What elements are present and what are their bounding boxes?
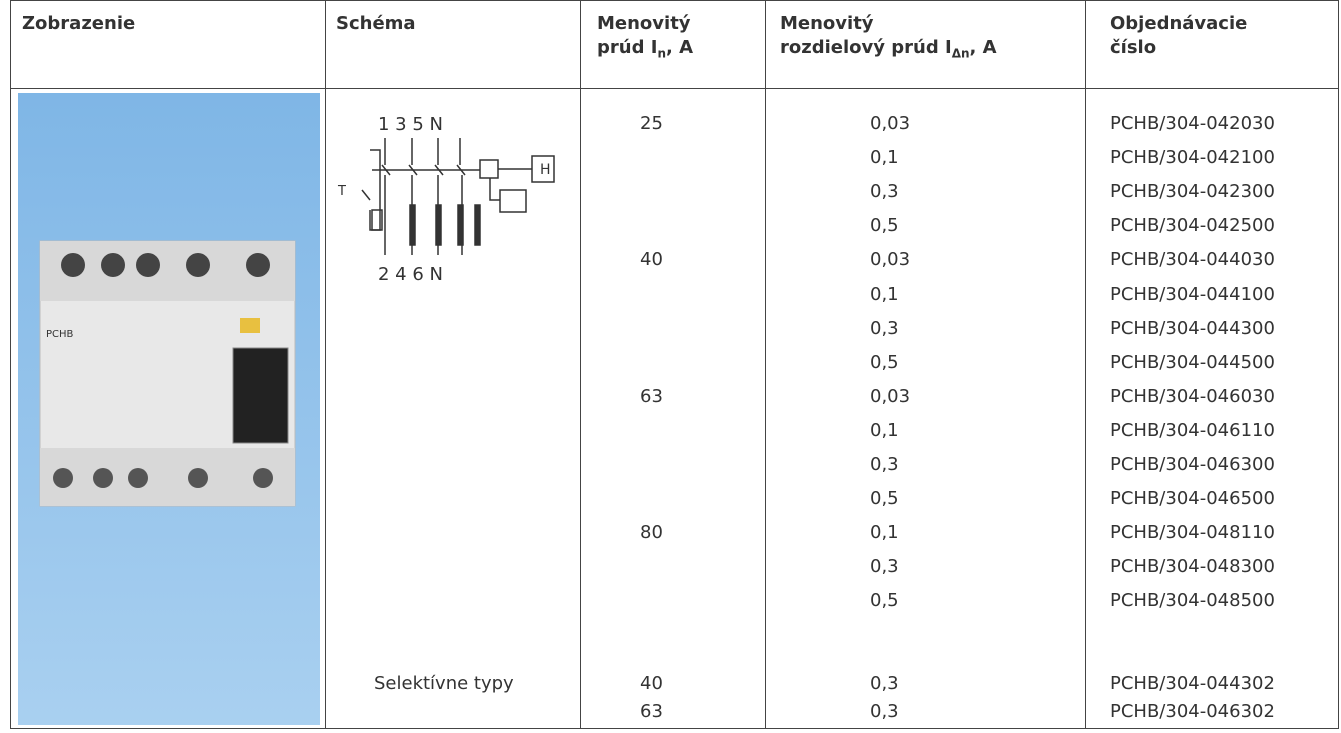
header-line: rozdielový prúd I <box>780 37 952 58</box>
header-cell: Menovitý prúd In, A <box>597 12 693 66</box>
order-number: PCHB/304-046300 <box>1110 454 1275 475</box>
rule <box>580 0 581 729</box>
order-number: PCHB/304-044500 <box>1110 351 1275 373</box>
header-cell: Objednávacie číslo <box>1110 12 1247 60</box>
residual-current: 0,1 <box>870 522 899 544</box>
header-line: prúd I <box>597 37 658 58</box>
order-number: PCHB/304-046110 <box>1110 419 1275 441</box>
header-line: číslo <box>1110 37 1157 58</box>
residual-current: 0,5 <box>870 590 899 612</box>
rule <box>1338 0 1339 729</box>
residual-current: 0,3 <box>870 181 899 203</box>
rule <box>10 0 1338 1</box>
order-number: PCHB/304-042100 <box>1110 147 1275 169</box>
header-line: Objednávacie <box>1110 13 1248 34</box>
subscript: n <box>657 46 666 61</box>
rule <box>765 0 766 729</box>
order-number: PCHB/304-048300 <box>1110 556 1275 578</box>
rule <box>10 0 11 729</box>
residual-current: 0,1 <box>870 419 899 441</box>
residual-current: 0,5 <box>870 488 899 510</box>
order-number: PCHB/304-044300 <box>1110 317 1275 339</box>
header-unit: , A <box>969 37 997 58</box>
order-number: PCHB/304-044302 <box>1110 673 1275 694</box>
residual-current: 0,3 <box>870 673 899 694</box>
rated-current: 25 <box>640 113 663 134</box>
residual-current: 0,5 <box>870 215 899 237</box>
order-number: PCHB/304-042300 <box>1110 181 1275 203</box>
residual-current: 0,3 <box>870 454 899 475</box>
residual-current: 0,1 <box>870 147 899 169</box>
residual-current: 0,03 <box>870 385 911 407</box>
product-photo: PCHB <box>18 93 320 725</box>
rated-current: 40 <box>640 249 663 271</box>
rated-current: 63 <box>640 385 663 407</box>
order-number: PCHB/304-042030 <box>1110 113 1275 134</box>
residual-current: 0,5 <box>870 351 899 373</box>
rated-current: 80 <box>640 522 663 544</box>
terminal-labels: 1 3 5 N <box>378 114 443 135</box>
device-label: PCHB <box>46 329 74 340</box>
order-number: PCHB/304-046500 <box>1110 488 1275 510</box>
order-number: PCHB/304-044030 <box>1110 249 1275 271</box>
terminal-labels: 2 4 6 N <box>378 264 443 285</box>
order-number: PCHB/304-046302 <box>1110 701 1275 722</box>
residual-current: 0,1 <box>870 283 899 305</box>
header-cell: Menovitý rozdielový prúd IΔn, A <box>780 12 997 66</box>
note: Selektívne typy <box>374 673 514 694</box>
header-line: Menovitý <box>597 13 691 34</box>
header-line: Menovitý <box>780 13 874 34</box>
rule <box>1085 0 1086 729</box>
rule <box>10 728 1338 729</box>
rated-current: 63 <box>640 701 663 722</box>
rule <box>325 0 326 729</box>
order-number: PCHB/304-044100 <box>1110 283 1275 305</box>
residual-current: 0,03 <box>870 113 911 134</box>
order-number: PCHB/304-048500 <box>1110 590 1275 612</box>
schema-diagram: 1 3 5 N 2 4 6 N T H <box>337 114 555 285</box>
order-number: PCHB/304-042500 <box>1110 215 1275 237</box>
rule <box>10 88 1338 89</box>
residual-current: 0,3 <box>870 556 899 578</box>
header-cell: Schéma <box>336 13 416 34</box>
order-number: PCHB/304-048110 <box>1110 522 1275 544</box>
header-unit: , A <box>665 37 694 58</box>
residual-current: 0,3 <box>870 701 899 722</box>
order-number: PCHB/304-046030 <box>1110 385 1275 407</box>
box-label: H <box>540 162 551 178</box>
switch-label: T <box>337 184 346 199</box>
header-cell: Zobrazenie <box>22 13 136 34</box>
subscript: Δn <box>951 46 970 61</box>
rated-current: 40 <box>640 673 663 694</box>
residual-current: 0,03 <box>870 249 911 271</box>
residual-current: 0,3 <box>870 317 899 339</box>
